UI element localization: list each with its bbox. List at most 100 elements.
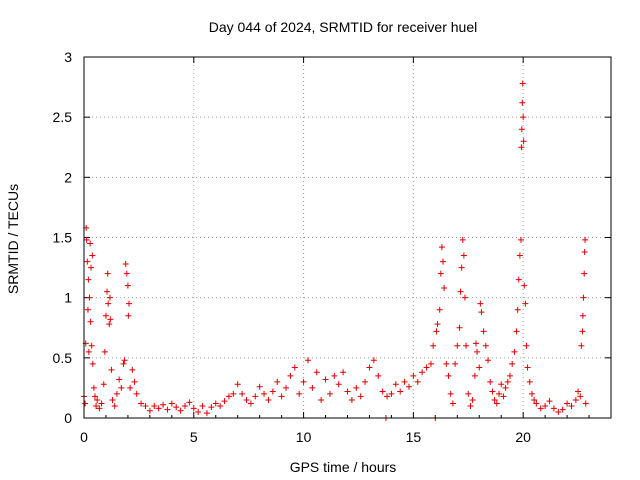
data-point (410, 372, 417, 379)
y-tick-label: 2 (64, 169, 72, 185)
x-tick-label: 15 (406, 429, 422, 445)
data-point (118, 384, 125, 391)
data-point (239, 390, 246, 397)
data-point (304, 357, 311, 364)
data-point (142, 402, 149, 409)
data-point (164, 406, 171, 413)
data-point (100, 381, 107, 388)
data-point (203, 410, 210, 417)
data-point (533, 400, 540, 407)
data-point (467, 402, 474, 409)
plot-frame (83, 56, 612, 419)
data-point (575, 388, 582, 395)
data-point (234, 381, 241, 388)
data-point (514, 306, 521, 313)
data-point (513, 328, 520, 335)
data-point (126, 300, 133, 307)
data-point (83, 236, 90, 243)
data-point (335, 381, 342, 388)
data-point (221, 398, 228, 405)
data-point (384, 393, 391, 400)
data-point (340, 369, 347, 376)
data-point (106, 321, 113, 328)
data-point (546, 398, 553, 405)
data-point (405, 383, 412, 390)
data-point (160, 401, 167, 408)
data-point (217, 402, 224, 409)
data-point (579, 328, 586, 335)
points-layer (81, 80, 589, 421)
data-point (531, 396, 538, 403)
data-point (123, 270, 130, 277)
data-point (440, 258, 447, 265)
data-point (375, 372, 382, 379)
data-point (106, 294, 113, 301)
y-tick-label: 3 (64, 49, 72, 65)
data-point (322, 376, 329, 383)
data-point (459, 236, 466, 243)
data-point (521, 282, 528, 289)
data-point (109, 396, 116, 403)
chart-title: Day 044 of 2024, SRMTID for receiver hue… (209, 19, 477, 35)
data-point (504, 378, 511, 385)
data-point (582, 236, 589, 243)
data-point (460, 252, 467, 259)
data-point (243, 396, 250, 403)
data-point (452, 360, 459, 367)
data-point (278, 393, 285, 400)
data-point (461, 294, 468, 301)
data-point (88, 342, 95, 349)
data-point (496, 390, 503, 397)
data-point (82, 400, 89, 407)
data-point (454, 342, 461, 349)
data-point (98, 400, 105, 407)
data-point (87, 318, 94, 325)
data-point (366, 364, 373, 371)
data-point (469, 396, 476, 403)
y-tick-label: 1 (64, 290, 72, 306)
data-point (287, 372, 294, 379)
data-point (498, 381, 505, 388)
data-point (579, 312, 586, 319)
data-point (480, 328, 487, 335)
data-point (91, 393, 98, 400)
data-point (124, 282, 131, 289)
data-point (88, 264, 95, 271)
data-point (524, 364, 531, 371)
data-point (102, 312, 109, 319)
data-point (121, 357, 128, 364)
data-point (274, 378, 281, 385)
data-point (296, 390, 303, 397)
data-point (133, 390, 140, 397)
data-point (265, 396, 272, 403)
data-point (247, 400, 254, 407)
data-point (177, 407, 184, 414)
data-point (107, 316, 114, 323)
data-point (519, 99, 526, 106)
data-point (441, 285, 448, 292)
data-point (449, 400, 456, 407)
data-point (518, 126, 525, 133)
data-point (433, 328, 440, 335)
data-point (401, 378, 408, 385)
data-point (493, 400, 500, 407)
data-point (195, 408, 202, 415)
data-point (89, 360, 96, 367)
data-point (269, 388, 276, 395)
data-point (500, 393, 507, 400)
data-point (344, 388, 351, 395)
data-point (537, 405, 544, 412)
data-point (465, 390, 472, 397)
data-point (502, 384, 509, 391)
data-point (84, 258, 91, 265)
data-point (357, 393, 364, 400)
data-point (190, 405, 197, 412)
data-point (362, 378, 369, 385)
data-point (182, 402, 189, 409)
data-point (90, 384, 97, 391)
data-point (572, 396, 579, 403)
data-point (116, 376, 123, 383)
data-point (487, 378, 494, 385)
data-point (84, 306, 91, 313)
data-point (326, 390, 333, 397)
